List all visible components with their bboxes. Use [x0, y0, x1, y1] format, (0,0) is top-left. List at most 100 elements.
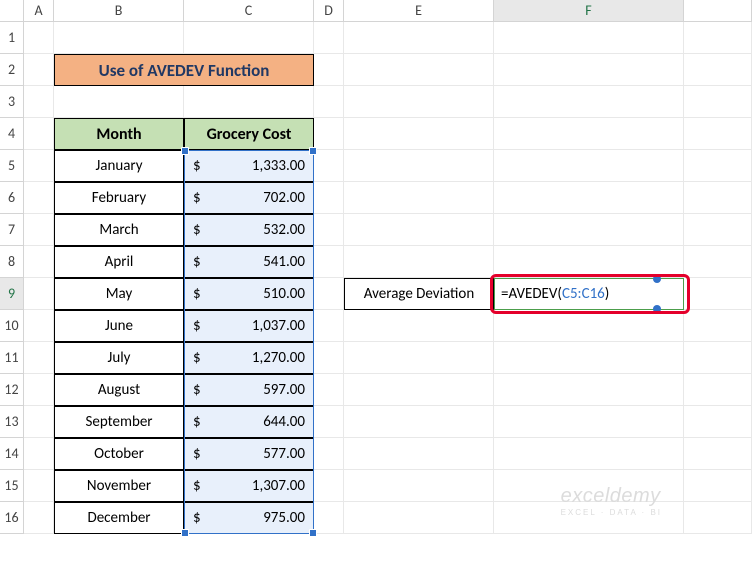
month-cell[interactable]: August: [54, 374, 184, 406]
header-cost[interactable]: Grocery Cost: [184, 118, 314, 150]
header-month[interactable]: Month: [54, 118, 184, 150]
average-deviation-label[interactable]: Average Deviation: [344, 278, 494, 310]
month-cell[interactable]: April: [54, 246, 184, 278]
cell-E10[interactable]: [344, 310, 494, 342]
cell-G6[interactable]: [684, 182, 752, 214]
row-header-12[interactable]: 12: [0, 374, 24, 406]
cell-F13[interactable]: [494, 406, 684, 438]
cell-E5[interactable]: [344, 150, 494, 182]
cell-F6[interactable]: [494, 182, 684, 214]
cell-G14[interactable]: [684, 438, 752, 470]
cell-G2[interactable]: [684, 54, 752, 86]
cell-D2[interactable]: [314, 54, 344, 86]
cell-G3[interactable]: [684, 86, 752, 118]
cell-G13[interactable]: [684, 406, 752, 438]
cell-A16[interactable]: [24, 502, 54, 534]
cost-cell[interactable]: $644.00: [184, 406, 314, 438]
month-cell[interactable]: June: [54, 310, 184, 342]
row-header-6[interactable]: 6: [0, 182, 24, 214]
month-cell[interactable]: May: [54, 278, 184, 310]
cell-F5[interactable]: [494, 150, 684, 182]
cell-G8[interactable]: [684, 246, 752, 278]
cell-G9[interactable]: [684, 278, 752, 310]
cell-G4[interactable]: [684, 118, 752, 150]
cell-B1[interactable]: [54, 22, 184, 54]
cell-E12[interactable]: [344, 374, 494, 406]
cell-E6[interactable]: [344, 182, 494, 214]
cell-E15[interactable]: [344, 470, 494, 502]
row-header-10[interactable]: 10: [0, 310, 24, 342]
cell-F1[interactable]: [494, 22, 684, 54]
cost-cell[interactable]: $577.00: [184, 438, 314, 470]
cell-D13[interactable]: [314, 406, 344, 438]
cell-A13[interactable]: [24, 406, 54, 438]
cell-F7[interactable]: [494, 214, 684, 246]
select-all-corner[interactable]: [0, 0, 24, 22]
col-header-F[interactable]: F: [494, 0, 684, 22]
cell-D7[interactable]: [314, 214, 344, 246]
row-header-2[interactable]: 2: [0, 54, 24, 86]
cell-D11[interactable]: [314, 342, 344, 374]
row-header-8[interactable]: 8: [0, 246, 24, 278]
cell-G12[interactable]: [684, 374, 752, 406]
cell-G11[interactable]: [684, 342, 752, 374]
cell-A12[interactable]: [24, 374, 54, 406]
cell-C1[interactable]: [184, 22, 314, 54]
cell-E11[interactable]: [344, 342, 494, 374]
month-cell[interactable]: January: [54, 150, 184, 182]
cost-cell[interactable]: $541.00: [184, 246, 314, 278]
cell-A11[interactable]: [24, 342, 54, 374]
cell-G15[interactable]: [684, 470, 752, 502]
row-header-4[interactable]: 4: [0, 118, 24, 150]
month-cell[interactable]: December: [54, 502, 184, 534]
cell-B3[interactable]: [54, 86, 184, 118]
cell-F2[interactable]: [494, 54, 684, 86]
cell-E4[interactable]: [344, 118, 494, 150]
cell-F14[interactable]: [494, 438, 684, 470]
cell-F8[interactable]: [494, 246, 684, 278]
row-header-16[interactable]: 16: [0, 502, 24, 534]
cell-E2[interactable]: [344, 54, 494, 86]
cell-D15[interactable]: [314, 470, 344, 502]
col-header-B[interactable]: B: [54, 0, 184, 22]
cost-cell[interactable]: $975.00: [184, 502, 314, 534]
cost-cell[interactable]: $597.00: [184, 374, 314, 406]
cell-F10[interactable]: [494, 310, 684, 342]
row-header-7[interactable]: 7: [0, 214, 24, 246]
cell-G10[interactable]: [684, 310, 752, 342]
cell-A8[interactable]: [24, 246, 54, 278]
cell-G5[interactable]: [684, 150, 752, 182]
cell-D6[interactable]: [314, 182, 344, 214]
cell-A10[interactable]: [24, 310, 54, 342]
month-cell[interactable]: October: [54, 438, 184, 470]
cell-D4[interactable]: [314, 118, 344, 150]
col-header-E[interactable]: E: [344, 0, 494, 22]
col-header-C[interactable]: C: [184, 0, 314, 22]
cell-D3[interactable]: [314, 86, 344, 118]
cell-A5[interactable]: [24, 150, 54, 182]
cell-A14[interactable]: [24, 438, 54, 470]
cell-D9[interactable]: [314, 278, 344, 310]
cell-G16[interactable]: [684, 502, 752, 534]
cell-D1[interactable]: [314, 22, 344, 54]
cell-A2[interactable]: [24, 54, 54, 86]
col-header-A[interactable]: A: [24, 0, 54, 22]
cell-E1[interactable]: [344, 22, 494, 54]
cell-E13[interactable]: [344, 406, 494, 438]
cell-E7[interactable]: [344, 214, 494, 246]
cell-F12[interactable]: [494, 374, 684, 406]
row-header-1[interactable]: 1: [0, 22, 24, 54]
month-cell[interactable]: November: [54, 470, 184, 502]
cell-E8[interactable]: [344, 246, 494, 278]
cell-F16[interactable]: [494, 502, 684, 534]
row-header-5[interactable]: 5: [0, 150, 24, 182]
cell-A1[interactable]: [24, 22, 54, 54]
cost-cell[interactable]: $1,270.00: [184, 342, 314, 374]
cell-G7[interactable]: [684, 214, 752, 246]
cell-A4[interactable]: [24, 118, 54, 150]
cell-A15[interactable]: [24, 470, 54, 502]
row-header-14[interactable]: 14: [0, 438, 24, 470]
row-header-3[interactable]: 3: [0, 86, 24, 118]
month-cell[interactable]: February: [54, 182, 184, 214]
cell-E16[interactable]: [344, 502, 494, 534]
